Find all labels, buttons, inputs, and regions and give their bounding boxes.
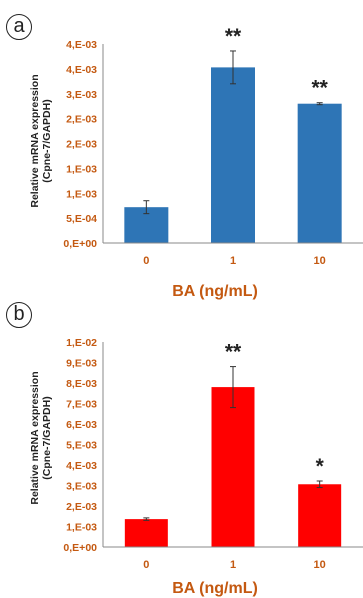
y-tick-label-b-10: 1,E-02 [66, 337, 97, 349]
y-tick-label-b-8: 8,E-03 [66, 378, 97, 390]
significance-b-1: ** [225, 341, 242, 364]
y-tick-label-a-0: 0,E+00 [63, 238, 97, 250]
y-tick-label-b-5: 5,E-03 [66, 440, 97, 452]
panel-letter-b: b [6, 302, 32, 328]
y-tick-label-a-2: 1,E-03 [66, 188, 97, 200]
panel-letter-a: a [6, 14, 32, 40]
y-tick-label-b-9: 9,E-03 [66, 358, 97, 370]
bar-a-1 [211, 67, 255, 243]
bar-b-0 [124, 519, 168, 547]
y-tick-label-b-4: 4,E-03 [66, 460, 97, 472]
x-tick-label-a-0: 0 [143, 255, 149, 267]
y-tick-label-b-2: 2,E-03 [66, 501, 97, 513]
y-tick-label-b-7: 7,E-03 [66, 399, 97, 411]
y-tick-label-a-3: 1,E-03 [66, 163, 97, 175]
bar-a-10 [297, 103, 342, 243]
bar-chart-b: 0,E+00 1,E-03 2,E-03 3,E-03 4,E-03 5,E-03 6,E-… [63, 337, 363, 571]
y-tick-label-a-8: 4,E-03 [66, 39, 97, 51]
x-tick-label-a-1: 1 [230, 255, 236, 267]
y-tick-label-a-7: 4,E-03 [66, 64, 97, 76]
y-tick-label-b-1: 1,E-03 [66, 522, 97, 534]
x-tick-label-b-10: 10 [314, 559, 326, 571]
x-tick-label-a-10: 10 [314, 255, 326, 267]
y-tick-label-a-1: 5,E-04 [66, 213, 97, 225]
y-tick-label-b-0: 0,E+00 [63, 542, 97, 554]
y-tick-label-b-3: 3,E-03 [66, 481, 97, 493]
chart-panel-a: a Relative mRNA expression (Cpne-7/GAPDH… [0, 0, 363, 300]
y-tick-label-a-6: 3,E-03 [66, 89, 97, 101]
x-tick-label-b-1: 1 [230, 559, 236, 571]
y-tick-label-a-5: 2,E-03 [66, 114, 97, 126]
x-axis-label-b: BA (ng/mL) [172, 580, 258, 597]
significance-a-1: ** [225, 25, 242, 48]
x-tick-label-b-0: 0 [143, 559, 149, 571]
significance-b-10: * [316, 455, 325, 478]
bar-chart-a: 0,E+00 5,E-04 1,E-03 1,E-03 2,E-03 2,E-03 3,E-… [63, 25, 363, 267]
significance-a-10: ** [311, 77, 328, 100]
bar-b-10 [298, 484, 342, 547]
y-tick-label-b-6: 6,E-03 [66, 419, 97, 431]
chart-panel-b: b Relative mRNA expression (Cpne-7/GAPDH… [0, 299, 363, 598]
y-tick-label-a-4: 2,E-03 [66, 139, 97, 151]
x-axis-label-a: BA (ng/mL) [172, 283, 258, 300]
bar-b-1 [211, 387, 255, 547]
